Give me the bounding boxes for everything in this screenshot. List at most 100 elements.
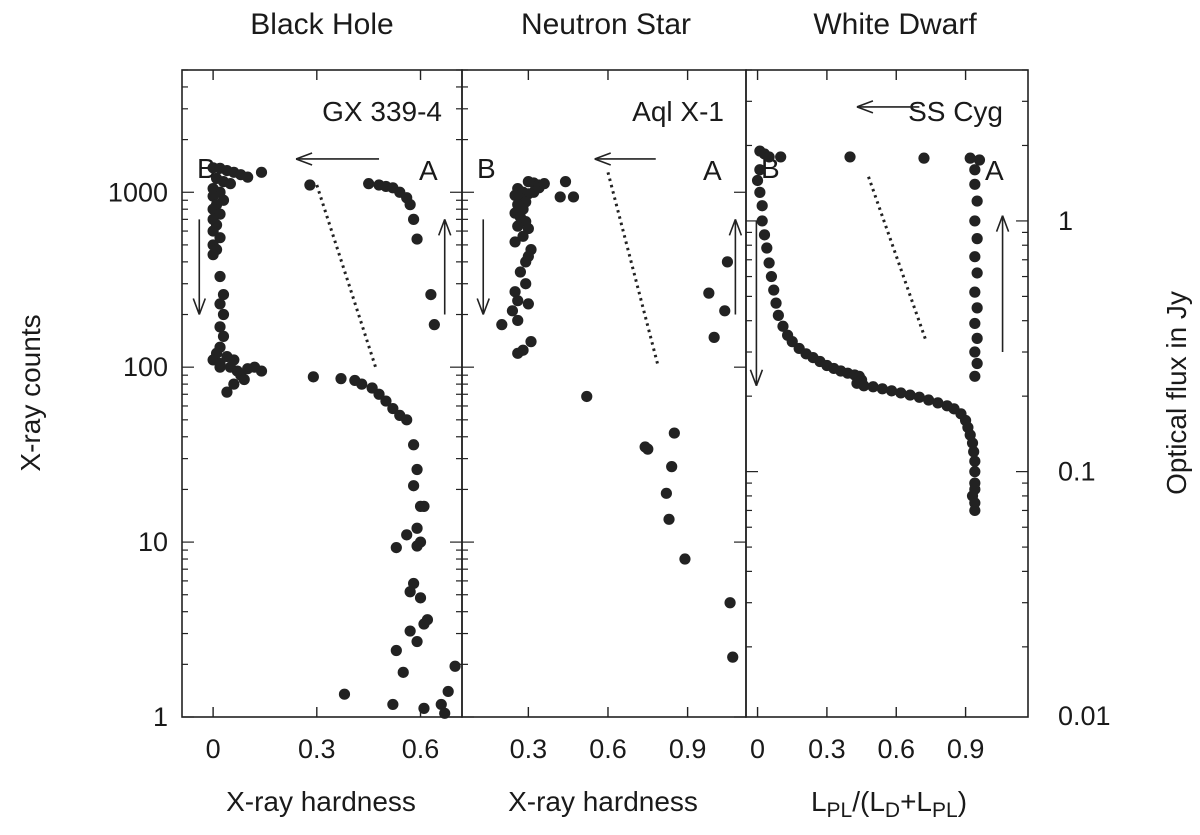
x-axis-label: X-ray hardness (226, 786, 416, 817)
source-label: GX 339-4 (322, 96, 442, 127)
x-axis-label-part: L (811, 786, 827, 817)
data-point (411, 635, 423, 648)
data-point (886, 385, 898, 397)
x-tick-label: 0.9 (669, 734, 707, 764)
trend-line-dotted (606, 171, 660, 368)
data-point (969, 504, 981, 517)
data-point (932, 397, 944, 409)
data-point (238, 373, 250, 386)
x-tick-label: 0.6 (877, 734, 915, 764)
data-point (408, 213, 420, 225)
data-point (772, 309, 784, 321)
data-point (758, 229, 771, 241)
data-point (408, 439, 420, 451)
data-point (356, 378, 368, 390)
data-point (418, 500, 430, 512)
data-point (380, 395, 392, 407)
data-point (971, 267, 983, 279)
data-point (971, 302, 983, 314)
state-label-b: B (477, 153, 496, 184)
data-point (397, 666, 409, 678)
data-point (390, 541, 402, 554)
data-point (724, 597, 736, 609)
y-axis-label-right: Optical flux in Jy (1161, 291, 1192, 495)
data-point (255, 365, 268, 377)
arrow-head (856, 100, 874, 114)
data-point (756, 200, 768, 212)
arrow-head (295, 152, 313, 166)
data-point (214, 298, 226, 310)
data-point (401, 414, 413, 426)
panel-frame (745, 69, 1029, 718)
source-label: Aql X-1 (632, 96, 724, 127)
data-point (660, 487, 672, 499)
data-point (411, 233, 423, 245)
data-point (408, 577, 420, 590)
data-point (401, 529, 413, 541)
x-tick-label: 0 (750, 734, 765, 764)
data-point (969, 466, 981, 478)
data-point (858, 380, 870, 392)
data-point (255, 166, 268, 178)
panel-title: Black Hole (250, 8, 393, 41)
data-point (522, 298, 534, 310)
arrow-head (192, 298, 207, 315)
data-point (439, 707, 451, 719)
x-tick-label: 0.6 (589, 734, 627, 764)
data-point (517, 230, 529, 242)
data-point (763, 257, 775, 269)
data-point (411, 540, 423, 552)
data-point (509, 236, 521, 248)
data-point (228, 378, 240, 390)
data-point (971, 357, 983, 370)
x-axis-label-part: ) (958, 786, 967, 817)
y-left-tick-label: 100 (123, 352, 168, 382)
arrow-head (476, 298, 490, 315)
state-label-a: A (703, 155, 722, 186)
x-axis-label-part: /(L (852, 786, 885, 817)
data-point (207, 190, 219, 202)
data-point (221, 386, 233, 398)
x-axis-label-part: +L (900, 786, 932, 817)
data-point (668, 427, 680, 439)
data-point (567, 191, 580, 203)
data-point (581, 390, 593, 403)
y-axis-label-left: X-ray counts (15, 314, 46, 471)
data-point (754, 164, 766, 176)
data-point (763, 151, 775, 163)
data-point (754, 186, 766, 198)
panel-title: White Dwarf (813, 8, 977, 41)
x-axis-label: X-ray hardness (508, 786, 698, 817)
y-left-tick-label: 10 (138, 527, 168, 557)
data-point (512, 314, 524, 327)
data-point (425, 288, 437, 301)
data-point (214, 357, 226, 370)
data-point (876, 383, 888, 395)
x-tick-label: 0.3 (808, 734, 846, 764)
data-point (663, 513, 675, 525)
data-point (719, 305, 731, 317)
data-point (408, 480, 420, 492)
data-point (512, 220, 524, 232)
data-point (904, 389, 916, 401)
data-point (509, 286, 521, 298)
data-point (775, 151, 787, 163)
state-label-a: A (419, 155, 438, 186)
data-point (207, 225, 219, 237)
data-point (765, 270, 778, 283)
data-point (242, 171, 254, 183)
data-point (770, 297, 782, 309)
data-point (969, 215, 981, 227)
data-point (971, 332, 983, 344)
data-point (969, 317, 981, 330)
data-point (708, 331, 720, 343)
data-point (304, 179, 316, 191)
data-point (404, 199, 416, 211)
data-point (512, 295, 524, 307)
data-point (387, 698, 399, 711)
data-point (442, 685, 454, 698)
data-point (525, 336, 537, 348)
data-point (559, 176, 572, 188)
y-right-tick-label: 1 (1058, 206, 1073, 236)
